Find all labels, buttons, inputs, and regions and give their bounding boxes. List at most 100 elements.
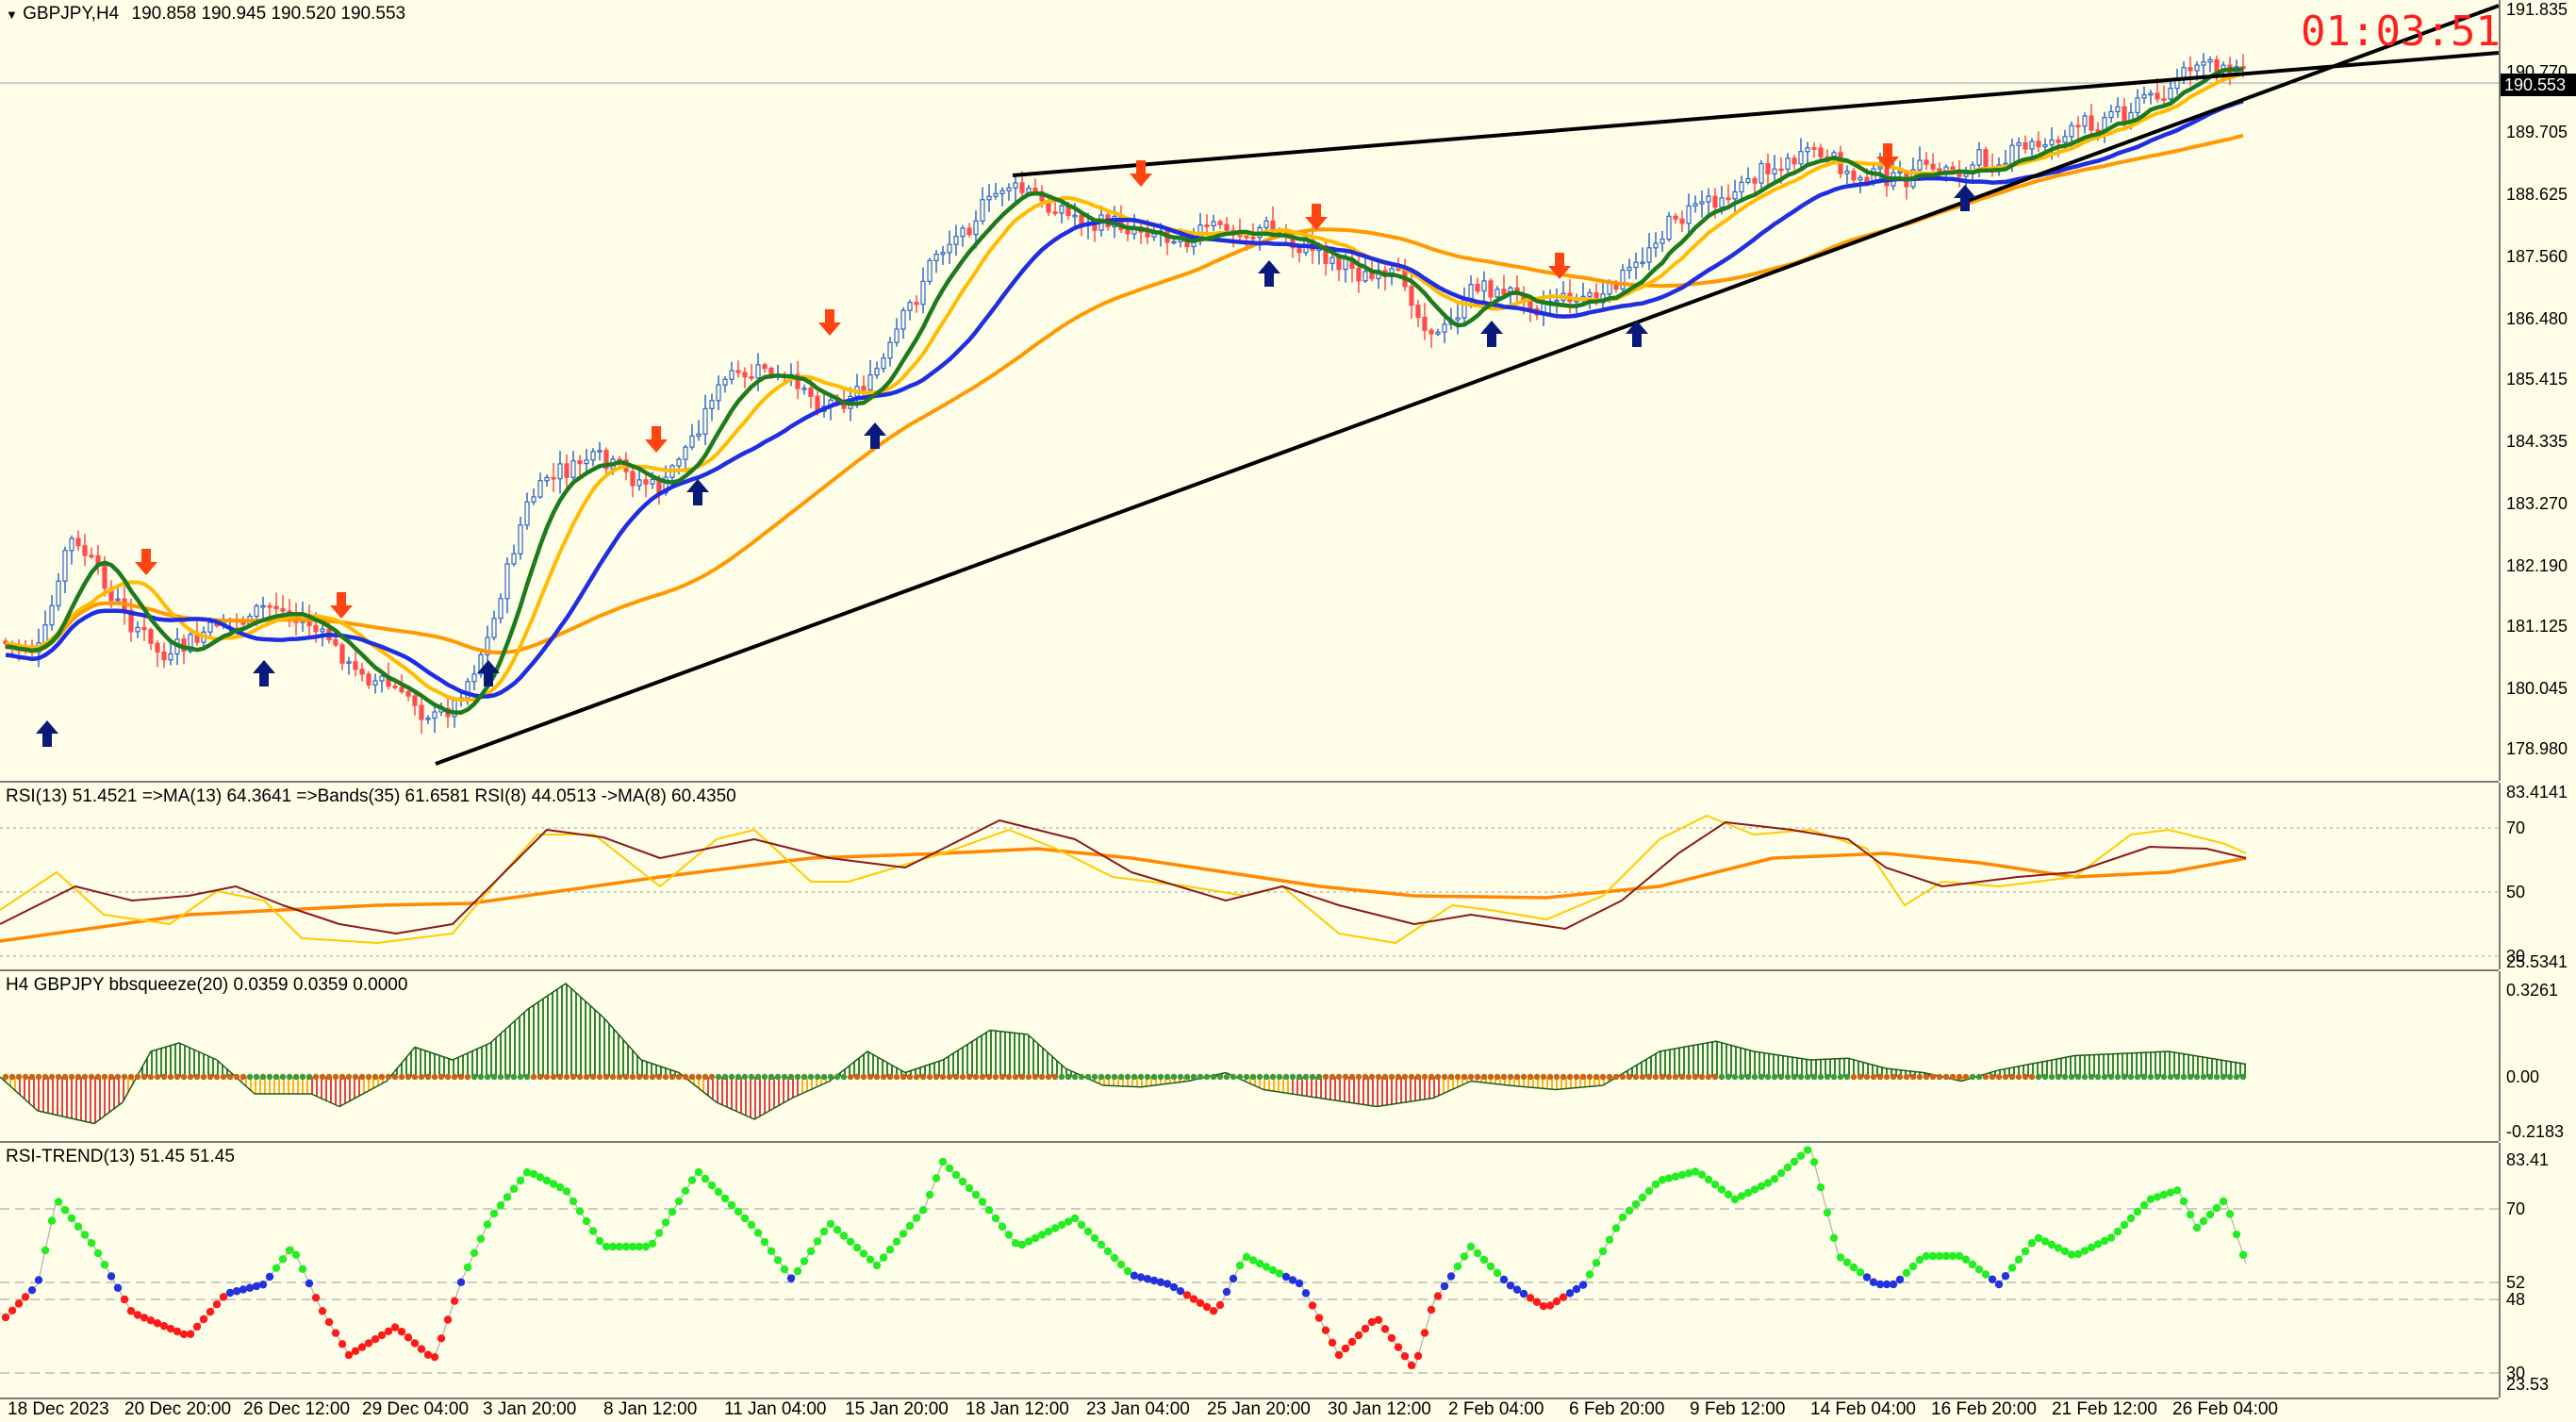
- rsi-trend-dot: [1651, 1180, 1660, 1189]
- squeeze-dot: [1289, 1073, 1296, 1081]
- candle-body: [2155, 92, 2160, 100]
- rsi-trend-axis[interactable]: [2499, 1143, 2576, 1397]
- rsi-trend-dot: [991, 1214, 1000, 1223]
- candle-body: [2036, 141, 2041, 148]
- rsi-trend-dot: [1460, 1252, 1469, 1261]
- candle-body: [1897, 171, 1903, 174]
- squeeze-dot: [312, 1073, 320, 1081]
- rsi-trend-dot: [225, 1288, 235, 1298]
- rsi-trend-dot: [958, 1177, 967, 1186]
- squeeze-dot: [2127, 1073, 2135, 1081]
- squeeze-dot: [642, 1073, 650, 1081]
- squeeze-dot: [1698, 1073, 1706, 1081]
- squeeze-dot: [1315, 1073, 1323, 1081]
- candle-body: [1653, 242, 1659, 249]
- candle-body: [2009, 144, 2015, 164]
- candle-body: [1428, 329, 1434, 335]
- rsi-trend-dot: [1928, 1251, 1938, 1261]
- candle-body: [1442, 323, 1447, 333]
- rsi-indicator-pane[interactable]: RSI(13) 51.4521 =>MA(13) 64.3641 =>Bands…: [0, 783, 2499, 971]
- squeeze-dot: [2140, 1073, 2148, 1081]
- squeeze-dot: [1032, 1073, 1039, 1081]
- squeeze-dot: [1995, 1073, 2003, 1081]
- squeeze-dot: [1230, 1073, 1237, 1081]
- rsi-trend-dot: [747, 1220, 756, 1230]
- squeeze-dot: [1876, 1073, 1884, 1081]
- time-axis[interactable]: 18 Dec 2023 20 Dec 20:00 26 Dec 12:00 29 De…: [0, 1397, 2576, 1422]
- candle-body: [1785, 157, 1791, 170]
- squeeze-dot: [1804, 1073, 1811, 1081]
- rsi-trend-dot: [885, 1246, 895, 1254]
- squeeze-dot: [1711, 1073, 1719, 1081]
- squeeze-dot: [1302, 1073, 1310, 1081]
- rsi-trend-dot: [1684, 1169, 1693, 1178]
- candle-body: [2023, 141, 2028, 150]
- rsi-trend-indicator-pane[interactable]: RSI-TREND(13) 51.45 51.45: [0, 1143, 2499, 1399]
- squeeze-dot: [834, 1073, 841, 1081]
- squeeze-dot: [1474, 1073, 1481, 1081]
- candle-body: [636, 479, 642, 487]
- rsi-trend-dot: [258, 1281, 268, 1289]
- rsi-trend-dot: [496, 1201, 505, 1210]
- price-axis[interactable]: [2499, 0, 2576, 781]
- rsi-trend-dot: [1974, 1265, 1984, 1274]
- squeeze-dot: [299, 1073, 306, 1081]
- squeeze-dot: [1546, 1073, 1554, 1081]
- candle-body: [1250, 237, 1256, 240]
- squeeze-dot: [2114, 1073, 2122, 1081]
- squeeze-dot: [1197, 1073, 1204, 1081]
- rsi-trend-dot: [635, 1242, 644, 1251]
- squeeze-dot: [1857, 1073, 1864, 1081]
- rsi-trend-dot: [27, 1285, 37, 1295]
- squeeze-dot: [1335, 1073, 1343, 1081]
- candle-body: [2194, 64, 2200, 72]
- squeeze-dot: [1441, 1073, 1448, 1081]
- collapse-triangle-icon[interactable]: ▼: [6, 8, 18, 22]
- rsi-trend-dot: [694, 1167, 703, 1177]
- rsi-trend-dot: [1743, 1188, 1753, 1198]
- squeeze-dot: [1249, 1073, 1257, 1081]
- candle-body: [551, 476, 556, 480]
- squeeze-dot: [2107, 1073, 2115, 1081]
- candle-body: [42, 624, 48, 644]
- rsi-trend-dot: [1770, 1175, 1779, 1183]
- squeeze-dot: [55, 1073, 62, 1081]
- rsi-trend-dot: [938, 1157, 948, 1166]
- squeeze-dot: [1421, 1073, 1428, 1081]
- rsi-trend-dot: [2133, 1207, 2142, 1216]
- squeeze-dot: [966, 1073, 973, 1081]
- candle-body: [1171, 240, 1177, 244]
- squeeze-dot: [305, 1073, 313, 1081]
- squeeze-dot: [900, 1073, 907, 1081]
- candle-body: [2062, 136, 2068, 143]
- rsi-trend-dot: [1671, 1172, 1680, 1181]
- candle-body: [1745, 177, 1751, 183]
- rsi-trend-dot: [1156, 1278, 1165, 1286]
- rsi-axis[interactable]: [2499, 783, 2576, 969]
- rsi-trend-dot: [760, 1237, 769, 1247]
- candle-body: [709, 400, 715, 409]
- squeeze-dot: [1533, 1073, 1541, 1081]
- rsi-trend-dot: [2113, 1227, 2122, 1236]
- rsi-trend-dot: [456, 1278, 466, 1287]
- squeeze-dot: [919, 1073, 927, 1081]
- bbsqueeze-indicator-pane[interactable]: H4 GBPJPY bbsqueeze(20) 0.0359 0.0359 0.…: [0, 971, 2499, 1143]
- rsi-trend-dot: [1776, 1168, 1786, 1178]
- rsi-trend-dot: [1374, 1315, 1383, 1324]
- candle-body: [940, 252, 946, 256]
- price-chart-pane[interactable]: ▼ GBPJPY,H4 190.858 190.945 190.520 190.…: [0, 0, 2499, 783]
- squeeze-dot: [517, 1073, 524, 1081]
- squeeze-dot: [1467, 1073, 1475, 1081]
- candle-body: [1620, 269, 1626, 289]
- bbsqueeze-axis[interactable]: [2499, 971, 2576, 1141]
- rsi-trend-dot: [998, 1222, 1007, 1231]
- rsi-trend-dot: [1103, 1247, 1113, 1256]
- squeeze-dot: [398, 1073, 405, 1081]
- rsi-trend-dot: [2080, 1247, 2089, 1255]
- rsi-trend-dot: [232, 1287, 241, 1296]
- candle-body: [1224, 223, 1230, 231]
- rsi-trend-dot: [2172, 1186, 2182, 1195]
- buy-arrow-icon: [864, 422, 886, 449]
- squeeze-dot: [675, 1073, 683, 1081]
- rsi-trend-dot: [1849, 1263, 1858, 1272]
